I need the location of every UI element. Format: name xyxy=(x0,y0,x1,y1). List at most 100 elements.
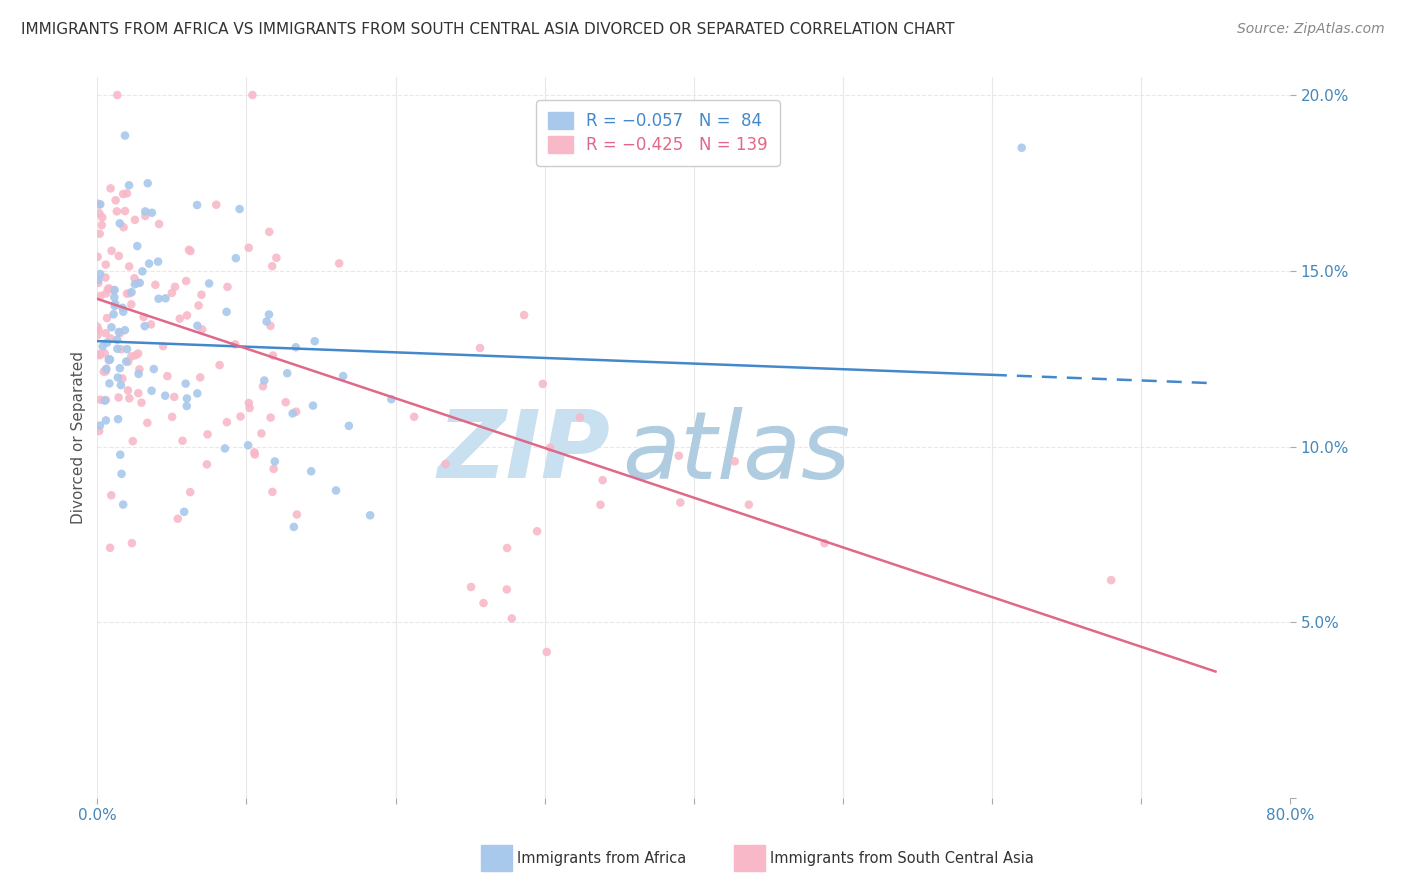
Point xyxy=(177,243,200,257)
Point xyxy=(568,410,591,425)
Point xyxy=(138,257,160,271)
Point xyxy=(141,206,163,220)
Point xyxy=(136,416,159,430)
Point xyxy=(115,354,138,368)
Point xyxy=(97,282,120,296)
Point xyxy=(94,258,117,272)
Point xyxy=(141,384,163,398)
Point xyxy=(243,447,266,461)
Point xyxy=(217,280,239,294)
Point xyxy=(96,335,118,350)
Point xyxy=(108,361,131,376)
Point xyxy=(152,339,174,353)
Point xyxy=(110,378,132,392)
Point xyxy=(100,181,122,195)
Point xyxy=(104,299,127,313)
Point xyxy=(186,318,208,333)
Point xyxy=(117,354,139,368)
Point xyxy=(114,204,136,219)
Point xyxy=(103,290,125,304)
Point xyxy=(89,348,111,362)
Point xyxy=(304,334,326,349)
Point xyxy=(96,311,118,326)
Point xyxy=(134,209,156,223)
Point xyxy=(299,464,322,478)
Point xyxy=(146,254,169,268)
Point xyxy=(118,260,141,274)
Text: Source: ZipAtlas.com: Source: ZipAtlas.com xyxy=(1237,22,1385,37)
Point xyxy=(93,365,115,379)
Point xyxy=(238,241,260,255)
Point xyxy=(86,250,108,264)
Point xyxy=(110,343,132,357)
Point xyxy=(257,225,280,239)
Point xyxy=(120,297,142,311)
Point xyxy=(266,251,288,265)
Point xyxy=(89,392,111,407)
Point xyxy=(114,323,136,337)
Point xyxy=(93,346,115,360)
Point xyxy=(87,276,110,290)
Point xyxy=(90,289,112,303)
Point xyxy=(98,352,121,367)
Point xyxy=(337,418,360,433)
Point xyxy=(186,386,208,401)
Point xyxy=(259,318,281,333)
Point xyxy=(243,445,266,459)
Point xyxy=(89,267,111,281)
Point xyxy=(86,328,108,343)
Point xyxy=(179,244,201,258)
Point xyxy=(121,434,143,449)
Point xyxy=(738,498,761,512)
Point xyxy=(89,197,111,211)
Point xyxy=(115,286,138,301)
Point xyxy=(283,520,305,534)
Point xyxy=(131,395,153,409)
Point xyxy=(121,285,143,300)
Point xyxy=(94,364,117,378)
Point xyxy=(124,277,146,292)
Point xyxy=(229,409,252,424)
Text: atlas: atlas xyxy=(621,407,851,498)
Point xyxy=(215,415,238,429)
Point xyxy=(112,220,135,235)
Point xyxy=(97,353,120,368)
Point xyxy=(89,206,111,220)
Point xyxy=(214,442,236,456)
Point xyxy=(115,186,138,201)
Point xyxy=(179,485,201,500)
Point xyxy=(215,305,238,319)
Point xyxy=(513,308,536,322)
Point xyxy=(89,227,111,241)
Point xyxy=(188,370,211,384)
Point xyxy=(169,311,191,326)
Point xyxy=(284,340,307,354)
Point xyxy=(112,498,135,512)
Point xyxy=(495,582,517,597)
Point xyxy=(100,331,122,345)
Point xyxy=(143,277,166,292)
Point xyxy=(669,495,692,509)
Point xyxy=(332,369,354,384)
Point xyxy=(87,323,110,337)
Point xyxy=(176,399,198,413)
Point xyxy=(242,88,264,103)
Point xyxy=(501,611,523,625)
Point xyxy=(98,541,121,555)
Point xyxy=(225,251,247,265)
Point xyxy=(105,204,128,219)
Point xyxy=(89,418,111,433)
Point xyxy=(110,467,132,481)
Point xyxy=(104,194,127,208)
Point xyxy=(263,462,285,476)
Point xyxy=(472,596,495,610)
Point xyxy=(224,337,246,351)
Point xyxy=(236,438,259,452)
Point xyxy=(118,286,141,301)
Point xyxy=(87,273,110,287)
Point xyxy=(380,392,402,407)
Point xyxy=(100,244,122,258)
Point xyxy=(174,274,197,288)
Y-axis label: Divorced or Separated: Divorced or Separated xyxy=(72,351,86,524)
Point xyxy=(94,413,117,427)
